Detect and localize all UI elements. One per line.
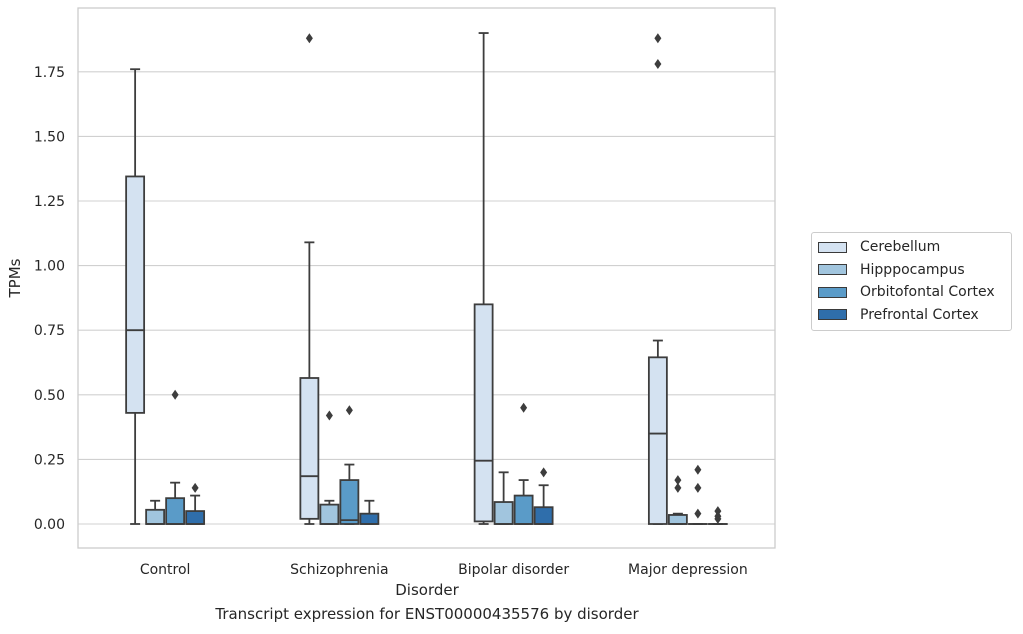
box-prefrontal-cortex <box>359 499 380 525</box>
box-plots <box>125 32 728 525</box>
outlier-point <box>674 482 682 493</box>
box-iqr <box>165 497 186 525</box>
y-tick-label: 0.75 <box>34 323 65 339</box>
outlier-point <box>694 508 702 519</box>
box-hipppocampus <box>145 499 166 525</box>
box-orbitofontal-cortex <box>687 464 708 525</box>
box-iqr <box>319 503 340 525</box>
y-tick-label: 0.50 <box>34 388 65 404</box>
outlier-point <box>674 475 682 486</box>
legend-swatch <box>818 264 847 276</box>
x-tick-label: Control <box>140 562 191 578</box>
box-orbitofontal-cortex <box>513 402 534 525</box>
box-iqr <box>145 508 166 525</box>
box-cerebellum <box>473 32 494 525</box>
y-tick-label: 0.25 <box>34 452 65 468</box>
outlier-point <box>305 33 313 44</box>
x-tick-label: Bipolar disorder <box>458 562 569 578</box>
box-prefrontal-cortex <box>707 506 728 525</box>
box-cerebellum <box>299 33 320 525</box>
legend-label: Cerebellum <box>860 239 941 256</box>
box-iqr <box>513 494 534 525</box>
box-iqr <box>125 175 146 414</box>
legend-label: Hipppocampus <box>860 261 965 278</box>
x-tick-label: Schizophrenia <box>290 562 388 578</box>
outlier-point <box>714 506 722 517</box>
box-hipppocampus <box>667 475 688 525</box>
legend-swatch <box>818 286 847 298</box>
outlier-point <box>654 33 662 44</box>
y-tick-label: 1.75 <box>34 65 65 81</box>
box-hipppocampus <box>319 410 340 525</box>
outlier-point <box>694 464 702 475</box>
box-orbitofontal-cortex <box>339 405 360 525</box>
box-iqr <box>299 377 320 520</box>
box-iqr <box>473 303 494 523</box>
plot-frame <box>77 7 776 549</box>
legend-label: Orbitofontal Cortex <box>860 284 995 301</box>
legend: Cerebellum Hipppocampus Orbitofontal Corte… <box>811 232 1012 331</box>
outlier-point <box>345 405 353 416</box>
outlier-point <box>520 402 528 413</box>
box-prefrontal-cortex <box>185 482 206 525</box>
outlier-point <box>325 410 333 421</box>
legend-item: Hipppocampus <box>812 259 1011 282</box>
y-axis-title: TPMs <box>6 258 24 298</box>
outlier-point <box>654 59 662 70</box>
outlier-point <box>694 482 702 493</box>
y-tick-label: 0.00 <box>34 517 65 533</box>
axes: 0.00 0.25 0.50 0.75 1.00 1.25 1.50 1.75 Control S… <box>34 7 776 578</box>
y-tick-label: 1.00 <box>34 259 65 275</box>
box-iqr <box>667 514 688 525</box>
legend-item: Cerebellum <box>812 236 1011 259</box>
box-prefrontal-cortex <box>533 467 554 525</box>
box-orbitofontal-cortex <box>165 389 186 525</box>
box-cerebellum <box>647 33 668 525</box>
box-iqr <box>533 506 554 525</box>
outlier-point <box>714 513 722 524</box>
grid-lines <box>78 71 775 525</box>
box-hipppocampus <box>493 471 514 525</box>
box-iqr <box>359 512 380 525</box>
box-iqr <box>339 479 360 525</box>
box-cerebellum <box>125 68 146 525</box>
x-tick-label: Major depression <box>628 562 748 578</box>
legend-swatch <box>818 241 847 253</box>
legend-item: Orbitofontal Cortex <box>812 281 1011 304</box>
outlier-point <box>191 482 199 493</box>
x-axis-title: Disorder <box>395 581 459 599</box>
legend-label: Prefrontal Cortex <box>860 306 979 323</box>
outlier-point <box>540 467 548 478</box>
y-tick-label: 1.25 <box>34 194 65 210</box>
chart-caption: Transcript expression for ENST0000043557… <box>215 605 639 623</box>
box-iqr <box>185 510 206 525</box>
box-iqr <box>647 356 668 525</box>
box-iqr <box>493 501 514 525</box>
legend-item: Prefrontal Cortex <box>812 304 1011 327</box>
outlier-point <box>171 389 179 400</box>
legend-swatch <box>818 309 847 321</box>
y-tick-label: 1.50 <box>34 129 65 145</box>
